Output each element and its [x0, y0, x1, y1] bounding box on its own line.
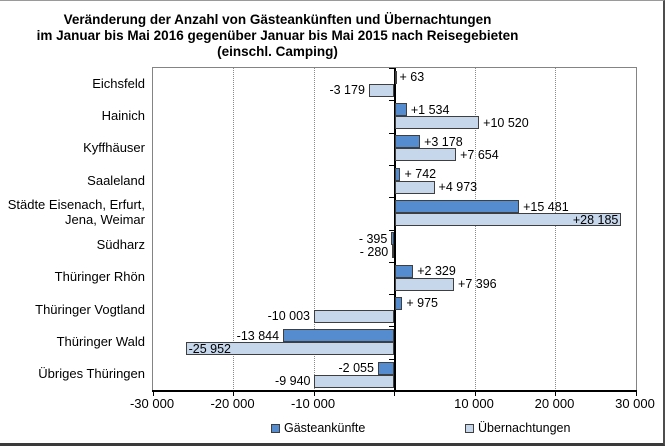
- category-boundary-tick: [388, 229, 394, 231]
- bar-value-label: +3 178: [424, 134, 463, 149]
- uebernachtungen-bar: [185, 342, 395, 356]
- uebernachtungen-bar: [392, 245, 395, 259]
- bar-value-label: +4 973: [438, 180, 478, 195]
- category-boundary-tick: [388, 68, 394, 69]
- category-label: Eichsfeld: [92, 75, 145, 91]
- bar-value-label: -9 940: [275, 374, 311, 388]
- uebernachtungen-bar: [394, 213, 622, 226]
- gaesteankuenfte-bar: [394, 200, 520, 213]
- x-axis-tick-label: -20 000: [210, 396, 255, 411]
- uebernachtungen-bar: [368, 83, 395, 97]
- chart-title: Veränderung der Anzahl von Gästeankünfte…: [0, 12, 555, 60]
- gaesteankuenfte-bar: [283, 329, 395, 343]
- gaesteankuenfte-bar: [394, 264, 414, 278]
- category-boundary-tick: [388, 100, 394, 102]
- category-label: Übriges Thüringen: [38, 366, 145, 382]
- bar-value-label: +7 396: [458, 277, 497, 292]
- gaesteankuenfte-bar: [391, 232, 395, 246]
- x-axis-tick: [394, 391, 395, 396]
- category-boundary-tick: [388, 197, 394, 199]
- uebernachtungen-bar: [394, 148, 457, 162]
- x-axis-tick: [474, 391, 476, 396]
- bar-value-label: + 975: [406, 296, 438, 311]
- x-axis-tick: [233, 391, 234, 396]
- gaesteankuenfte-bar: [394, 296, 403, 310]
- category-boundary-tick: [388, 164, 394, 166]
- bar-value-label: -3 179: [329, 83, 365, 98]
- gridline: [555, 68, 556, 391]
- legend-label-uebernachtungen: Übernachtungen: [478, 420, 571, 435]
- bar-value-label: -13 844: [236, 328, 280, 343]
- bar-value-label: +10 520: [483, 115, 529, 130]
- uebernachtungen-bar: [314, 374, 395, 388]
- uebernachtungen-bar: [394, 116, 480, 130]
- gridline: [233, 68, 234, 391]
- bar-value-label: +7 654: [460, 147, 499, 162]
- bar-value-label: + 742: [404, 167, 437, 182]
- category-label: Hainich: [101, 107, 145, 123]
- chart-title-line-2: im Januar bis Mai 2016 gegenüber Januar …: [36, 28, 519, 43]
- gaesteankuenfte-bar: [394, 167, 401, 181]
- x-axis-tick-label: -30 000: [129, 396, 175, 411]
- uebernachtungen-bar: [313, 309, 395, 323]
- zero-axis-line: [393, 68, 396, 391]
- bar-value-label: +28 185: [572, 212, 619, 227]
- category-boundary-tick: [388, 294, 394, 296]
- category-boundary-tick: [388, 326, 394, 328]
- gaesteankuenfte-bar: [377, 361, 395, 375]
- x-axis-tick-label: -10 000: [290, 396, 336, 411]
- category-label: Thüringer Wald: [56, 334, 145, 350]
- category-label: Städte Eisenach, Erfurt, Jena, Weimar: [7, 197, 145, 228]
- x-axis-tick-label: 20 000: [534, 396, 575, 411]
- category-boundary-tick: [388, 261, 394, 263]
- bar-value-label: -25 952: [188, 341, 231, 356]
- legend-swatch-uebernachtungen: [465, 423, 474, 433]
- bar-value-label: -10 003: [267, 309, 310, 324]
- uebernachtungen-bar: [394, 277, 455, 291]
- chart-title-line-3: (einschl. Camping): [217, 44, 338, 59]
- legend-swatch-gaesteankuenfte: [271, 423, 280, 433]
- legend-item-uebernachtungen: Übernachtungen: [465, 421, 570, 435]
- gaesteankuenfte-bar: [394, 135, 421, 149]
- x-axis-tick-label: 10 000: [454, 396, 494, 411]
- category-label: Südharz: [96, 237, 145, 253]
- plot-area: + 63 +1 534 +3 178 + 742 +15 481- 395 +2 329 +…: [152, 67, 637, 396]
- category-label: Thüringer Vogtland: [35, 301, 145, 317]
- bar-value-label: - 395: [358, 231, 388, 246]
- legend-item-gaesteankuenfte: Gästeankünfte: [271, 421, 365, 435]
- x-axis-tick: [313, 391, 315, 396]
- chart-title-line-1: Veränderung der Anzahl von Gästeankünfte…: [63, 12, 492, 27]
- bar-value-label: +1 534: [410, 102, 450, 117]
- x-axis-tick: [555, 391, 556, 396]
- gaesteankuenfte-bar: [394, 103, 407, 117]
- category-boundary-tick: [388, 358, 394, 360]
- gridline: [313, 68, 315, 391]
- category-label: Thüringer Rhön: [54, 269, 145, 285]
- category-label: Kyffhäuser: [83, 140, 145, 156]
- category-boundary-tick: [388, 132, 394, 134]
- gaesteankuenfte-bar: [394, 70, 397, 84]
- bar-value-label: +2 329: [417, 264, 456, 279]
- legend-label-gaesteankuenfte: Gästeankünfte: [284, 420, 366, 435]
- bar-value-label: -2 055: [338, 361, 374, 375]
- x-axis-tick-label: 30 000: [615, 396, 655, 411]
- bar-value-label: - 280: [359, 244, 389, 259]
- category-label: Saaleland: [87, 172, 145, 188]
- bar-value-label: +15 481: [523, 199, 569, 214]
- bar-value-label: + 63: [399, 70, 425, 85]
- gridline: [474, 68, 476, 391]
- x-axis-tick: [152, 391, 154, 396]
- uebernachtungen-bar: [394, 180, 435, 194]
- x-axis-tick: [635, 391, 637, 396]
